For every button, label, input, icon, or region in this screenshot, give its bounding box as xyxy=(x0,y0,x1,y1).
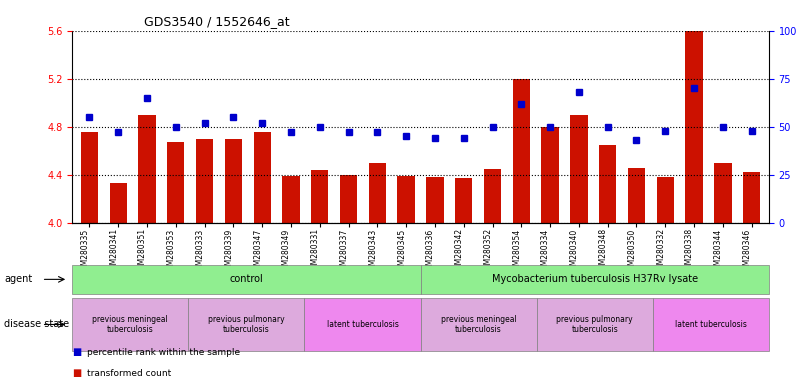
Text: agent: agent xyxy=(4,274,32,285)
Bar xyxy=(81,132,98,223)
Bar xyxy=(340,175,357,223)
Bar xyxy=(714,163,731,223)
Bar xyxy=(368,163,386,223)
Text: ■: ■ xyxy=(72,347,82,357)
Text: Mycobacterium tuberculosis H37Rv lysate: Mycobacterium tuberculosis H37Rv lysate xyxy=(492,274,698,285)
Bar xyxy=(541,127,559,223)
Text: previous meningeal
tuberculosis: previous meningeal tuberculosis xyxy=(92,315,168,334)
Text: latent tuberculosis: latent tuberculosis xyxy=(675,320,747,329)
Bar xyxy=(282,176,300,223)
Bar xyxy=(311,170,328,223)
Text: previous meningeal
tuberculosis: previous meningeal tuberculosis xyxy=(441,315,517,334)
Bar xyxy=(167,142,184,223)
Bar xyxy=(253,132,271,223)
Bar xyxy=(484,169,501,223)
Bar xyxy=(513,79,530,223)
Text: previous pulmonary
tuberculosis: previous pulmonary tuberculosis xyxy=(208,315,284,334)
Text: latent tuberculosis: latent tuberculosis xyxy=(327,320,398,329)
Text: transformed count: transformed count xyxy=(87,369,171,378)
Bar xyxy=(455,178,473,223)
Bar xyxy=(225,139,242,223)
Bar xyxy=(686,9,702,223)
Bar xyxy=(397,176,415,223)
Text: percentile rank within the sample: percentile rank within the sample xyxy=(87,348,239,357)
Bar xyxy=(196,139,213,223)
Text: disease state: disease state xyxy=(4,319,69,329)
Bar xyxy=(426,177,444,223)
Bar xyxy=(743,172,760,223)
Bar xyxy=(139,115,155,223)
Text: ■: ■ xyxy=(72,368,82,378)
Text: previous pulmonary
tuberculosis: previous pulmonary tuberculosis xyxy=(557,315,633,334)
Bar xyxy=(570,115,588,223)
Bar xyxy=(599,145,616,223)
Bar xyxy=(657,177,674,223)
Bar xyxy=(110,183,127,223)
Text: control: control xyxy=(229,274,264,285)
Bar xyxy=(628,167,645,223)
Text: GDS3540 / 1552646_at: GDS3540 / 1552646_at xyxy=(144,15,290,28)
